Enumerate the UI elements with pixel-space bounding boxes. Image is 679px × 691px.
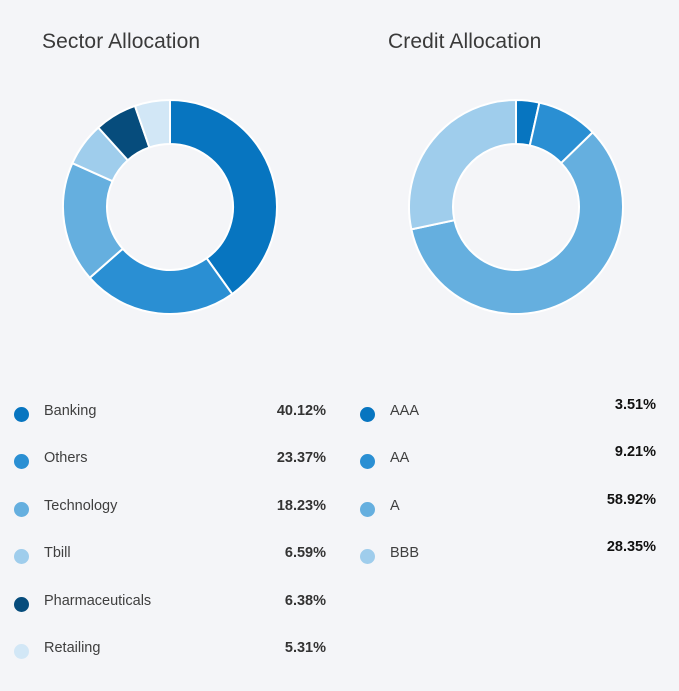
sector-legend-dot [14, 596, 29, 612]
credit-legend-label: BBB [390, 545, 420, 562]
sector-legend: Banking 40.12% Others 23.37% Technology 18.23… [14, 388, 330, 672]
credit-legend-dot [360, 549, 375, 565]
credit-legend-item[interactable]: A 58.92% [360, 483, 656, 530]
sector-chart-title: Sector Allocation [42, 30, 201, 53]
sector-legend-label: Pharmaceuticals [44, 592, 152, 609]
credit-legend-value: 58.92% [606, 491, 656, 508]
credit-legend-item[interactable]: AA 9.21% [360, 435, 656, 482]
sector-slice-retailing[interactable] [133, 98, 171, 149]
credit-donut [408, 98, 624, 315]
sector-legend-dot [14, 501, 29, 517]
credit-legend-item[interactable]: BBB 28.35% [360, 530, 656, 577]
credit-legend-value: 28.35% [606, 539, 656, 556]
sector-legend-item[interactable]: Banking 40.12% [14, 388, 330, 435]
sector-legend-dot [14, 549, 29, 565]
sector-slice-others[interactable] [88, 247, 234, 315]
credit-slice-a[interactable] [410, 130, 624, 315]
sector-legend-label: Others [44, 450, 88, 467]
sector-slice-banking[interactable] [169, 98, 278, 296]
credit-slice-bbb[interactable] [408, 98, 517, 231]
sector-legend-value: 6.59% [284, 545, 326, 562]
credit-legend-label: AAA [390, 403, 420, 419]
sector-legend-label: Technology [44, 497, 118, 514]
sector-legend-item[interactable]: Retailing 5.31% [14, 625, 330, 672]
sector-legend-dot [14, 407, 29, 422]
sector-donut [62, 98, 278, 315]
sector-legend-item[interactable]: Technology 18.23% [14, 483, 330, 530]
sector-legend-item[interactable]: Tbill 6.59% [14, 530, 330, 577]
credit-legend: AAA 3.51% AA 9.21% A 58.92% BBB 28.35% [360, 388, 656, 578]
credit-legend-dot [360, 407, 375, 422]
sector-legend-dot [14, 643, 29, 659]
sector-legend-dot [14, 454, 29, 470]
sector-legend-label: Banking [44, 403, 97, 419]
sector-legend-label: Retailing [44, 639, 101, 656]
sector-legend-value: 23.37% [276, 450, 326, 467]
credit-chart-title: Credit Allocation [388, 30, 542, 53]
credit-legend-label: AA [390, 450, 410, 467]
sector-legend-value: 6.38% [284, 592, 326, 609]
credit-legend-item[interactable]: AAA 3.51% [360, 388, 656, 435]
credit-legend-value: 9.21% [614, 444, 656, 461]
sector-legend-value: 5.31% [284, 639, 326, 656]
credit-legend-dot [360, 454, 375, 470]
credit-legend-dot [360, 501, 375, 517]
sector-legend-label: Tbill [44, 545, 71, 562]
sector-legend-item[interactable]: Others 23.37% [14, 435, 330, 482]
credit-legend-label: A [390, 497, 400, 514]
sector-legend-value: 18.23% [276, 497, 326, 514]
sector-legend-item[interactable]: Pharmaceuticals 6.38% [14, 578, 330, 625]
sector-legend-value: 40.12% [276, 403, 326, 419]
credit-legend-value: 3.51% [614, 397, 656, 413]
